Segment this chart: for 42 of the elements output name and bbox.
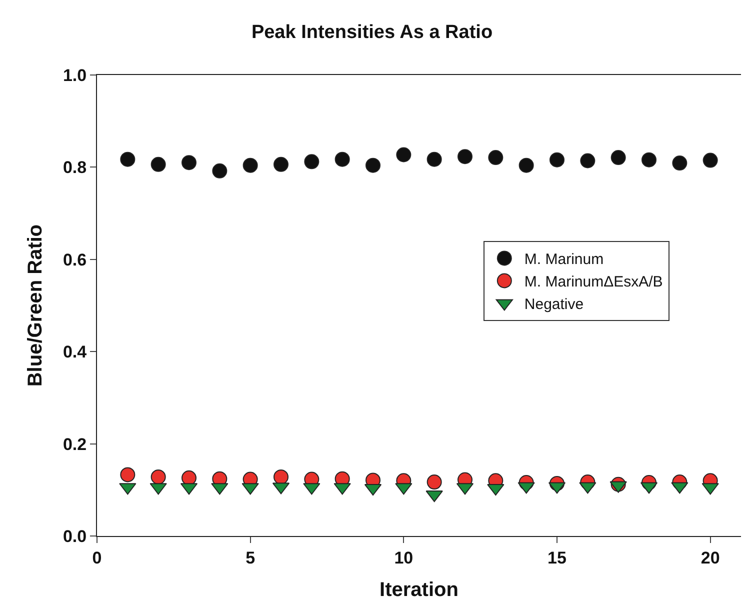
point <box>610 150 626 166</box>
legend-label: M. Marinum <box>524 251 604 268</box>
y-tick-label: 0.2 <box>62 434 87 454</box>
y-tick-label: 0.4 <box>62 342 88 362</box>
x-tick-label: 0 <box>92 548 102 568</box>
x-tick-label: 15 <box>548 548 566 568</box>
point <box>672 156 688 171</box>
point <box>458 149 472 164</box>
y-tick-label: 1.0 <box>62 66 87 85</box>
point <box>274 156 288 172</box>
legend-label: Negative <box>524 296 584 314</box>
point <box>518 158 534 173</box>
y-axis-title: Blue/Green Ratio <box>24 224 46 387</box>
point <box>396 147 412 162</box>
point <box>274 469 288 484</box>
point <box>702 152 718 168</box>
x-axis-title: Iteration <box>380 578 458 601</box>
point <box>242 158 258 173</box>
point <box>150 469 166 484</box>
legend-label: M. MarinumΔEsxA/B <box>524 274 663 291</box>
point <box>120 152 136 167</box>
point <box>426 152 442 167</box>
point <box>182 470 196 486</box>
point <box>120 467 136 482</box>
x-tick-label: 20 <box>700 548 720 568</box>
point <box>366 158 380 173</box>
point <box>150 156 166 172</box>
chart-title: Peak Intensities As a Ratio <box>251 22 493 43</box>
point <box>182 155 196 170</box>
point <box>304 154 320 170</box>
point <box>488 150 504 166</box>
point <box>426 474 442 490</box>
y-tick-label: 0.6 <box>62 250 87 270</box>
x-tick-label: 10 <box>394 548 414 568</box>
point <box>580 153 596 168</box>
y-tick-label: 0.8 <box>62 158 87 178</box>
x-tick-label: 5 <box>246 548 256 568</box>
point <box>642 152 656 168</box>
y-tick-label: 0.0 <box>62 526 87 546</box>
point <box>334 152 350 167</box>
point <box>550 152 564 168</box>
point <box>212 163 228 178</box>
